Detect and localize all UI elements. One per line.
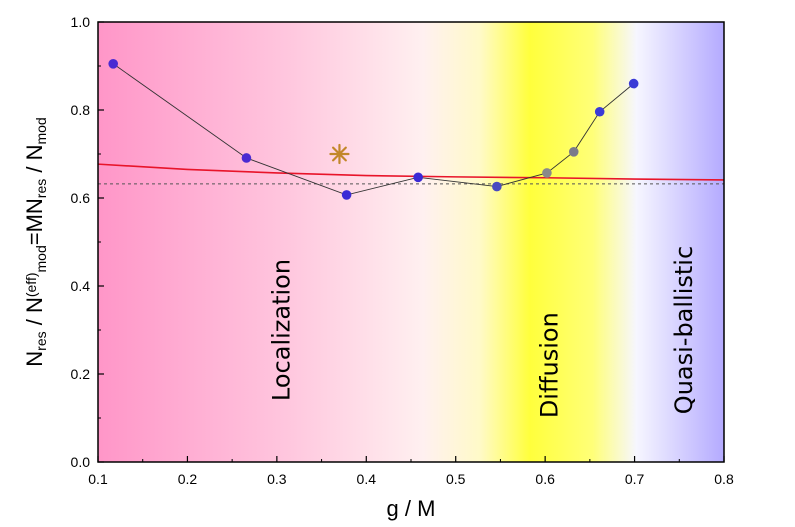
x-tick-label: 0.4 — [357, 471, 377, 487]
red-curve-layer — [97, 163, 725, 181]
region-label: Localization — [267, 259, 295, 401]
y-tick-label: 1.0 — [71, 14, 91, 30]
y-tick-label: 0.0 — [71, 454, 91, 470]
star-marker-layer — [329, 143, 350, 165]
y-axis-title: Nres / N(eff)mod=MNres / Nmod — [22, 117, 49, 366]
x-tick-label: 0.8 — [714, 471, 734, 487]
data-point — [413, 172, 423, 183]
red-curve — [97, 163, 725, 181]
x-tick-label: 0.3 — [267, 471, 287, 487]
data-point — [594, 106, 605, 117]
data-point — [492, 181, 502, 192]
x-tick-label: 0.6 — [535, 471, 555, 487]
data-point — [542, 168, 552, 178]
x-tick-label: 0.5 — [446, 471, 466, 487]
star-marker — [329, 143, 350, 165]
data-point — [241, 153, 252, 163]
region-labels: Localization Diffusion Quasi-ballistic — [267, 246, 697, 418]
x-tick-label: 0.7 — [625, 471, 645, 487]
x-tick-label: 0.2 — [178, 471, 198, 487]
data-point — [341, 190, 352, 200]
region-label: Quasi-ballistic — [670, 246, 698, 414]
data-point — [568, 147, 579, 157]
y-tick-label: 0.6 — [71, 190, 91, 206]
data-point — [108, 59, 119, 69]
y-tick-label: 0.2 — [71, 366, 91, 382]
axes-layer: 0.1 0.2 0.3 0.4 0.5 0.6 0.7 0.8 0.0 0.2 0.4 0.6 0.8 1… — [71, 14, 734, 487]
series-layer — [108, 59, 639, 200]
plot-background — [98, 22, 724, 462]
x-tick-label: 0.1 — [88, 471, 108, 487]
y-tick-label: 0.4 — [71, 278, 91, 294]
data-point — [628, 78, 639, 89]
y-tick-label: 0.8 — [71, 102, 91, 118]
x-axis-title: g / M — [387, 496, 436, 521]
region-label: Diffusion — [536, 312, 564, 418]
